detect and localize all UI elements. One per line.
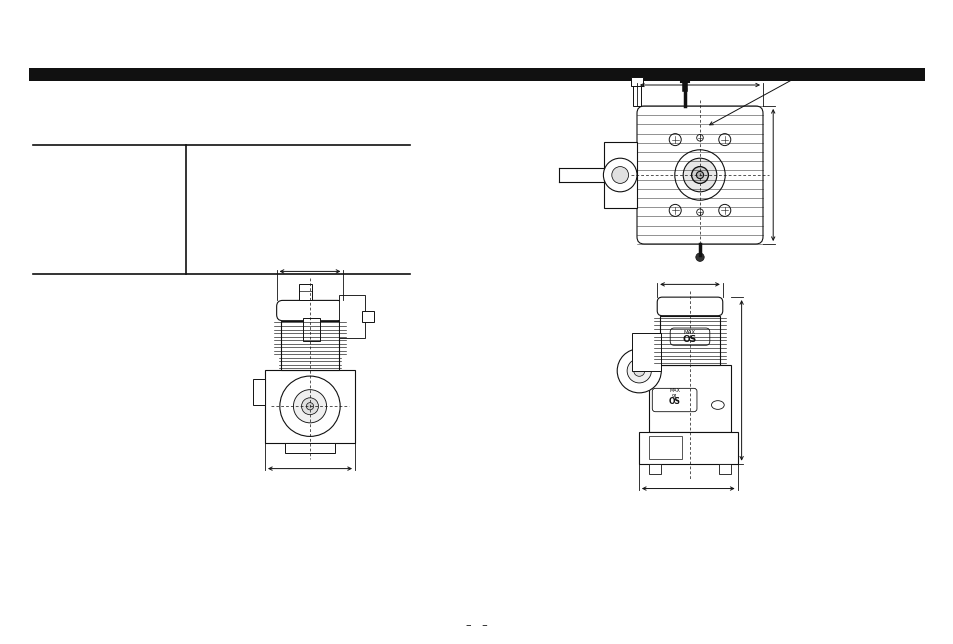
Circle shape (691, 167, 708, 184)
FancyBboxPatch shape (652, 388, 697, 412)
Circle shape (294, 390, 326, 423)
Bar (649, 464, 660, 474)
Bar (29, 68, 924, 80)
Circle shape (611, 167, 628, 184)
Circle shape (696, 209, 702, 216)
Circle shape (306, 402, 314, 410)
Circle shape (301, 398, 318, 415)
Bar (630, 77, 642, 86)
Circle shape (668, 133, 680, 146)
Bar (338, 294, 365, 338)
Circle shape (682, 158, 716, 192)
Text: MAX
91: MAX 91 (668, 388, 679, 399)
Circle shape (696, 135, 702, 141)
Bar (649, 365, 730, 431)
Circle shape (695, 253, 703, 261)
Bar (253, 379, 265, 405)
Bar (649, 437, 681, 459)
Circle shape (602, 158, 637, 192)
Bar (659, 316, 720, 365)
Bar (298, 284, 312, 300)
Circle shape (617, 349, 660, 393)
FancyBboxPatch shape (670, 328, 709, 345)
Bar (265, 370, 355, 442)
FancyBboxPatch shape (276, 300, 343, 321)
FancyBboxPatch shape (637, 106, 762, 244)
Circle shape (633, 365, 644, 376)
Bar (632, 333, 660, 371)
Bar (633, 85, 639, 106)
Bar (639, 431, 737, 464)
Circle shape (718, 204, 730, 216)
Circle shape (279, 376, 340, 437)
Bar (719, 464, 730, 474)
FancyBboxPatch shape (657, 297, 722, 316)
Circle shape (668, 204, 680, 216)
Circle shape (626, 359, 651, 383)
Bar (281, 321, 338, 370)
Text: –   –: – – (466, 620, 487, 630)
Circle shape (696, 171, 703, 178)
Bar (303, 317, 320, 341)
Bar (603, 142, 637, 208)
Text: OS: OS (682, 335, 697, 344)
Text: OS: OS (668, 397, 679, 406)
Circle shape (674, 150, 724, 200)
Bar (285, 442, 335, 453)
Bar (362, 310, 374, 322)
Text: MAX: MAX (683, 330, 696, 335)
Ellipse shape (711, 401, 723, 410)
Circle shape (718, 133, 730, 146)
